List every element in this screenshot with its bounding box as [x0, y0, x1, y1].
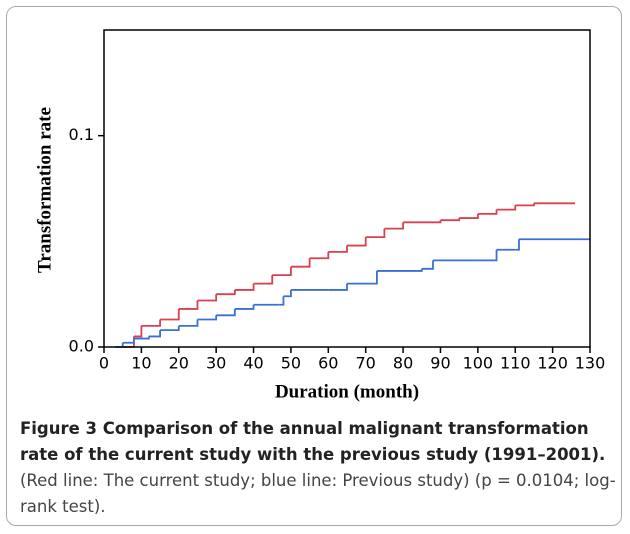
step-line — [459, 213, 479, 219]
step-line — [253, 275, 274, 285]
step-line — [365, 228, 386, 239]
step-line — [421, 260, 434, 270]
step-line — [122, 338, 135, 344]
step-line — [515, 203, 535, 207]
figure-frame — [6, 6, 622, 526]
x-tick-label: 0 — [99, 354, 109, 373]
step-line — [178, 319, 199, 327]
step-line — [283, 289, 292, 298]
step-line — [141, 319, 161, 327]
step-line — [328, 283, 348, 291]
x-tick-label: 70 — [356, 354, 376, 373]
caption-text: (Red line: The current study; blue line:… — [20, 471, 616, 516]
step-line — [122, 336, 135, 348]
step-line — [373, 270, 378, 285]
x-tick-label: 120 — [537, 354, 568, 373]
x-tick-label: 40 — [243, 354, 263, 373]
step-line — [477, 249, 498, 262]
x-tick-label: 90 — [430, 354, 450, 373]
step-line — [403, 220, 442, 224]
step-line — [178, 300, 199, 310]
caption: Figure 3 Comparison of the annual malign… — [20, 416, 616, 520]
step-line — [216, 308, 236, 317]
step-line — [160, 308, 180, 321]
step-line — [272, 266, 292, 277]
x-tick-label: 130 — [575, 354, 606, 373]
x-tick-label: 50 — [281, 354, 301, 373]
step-line — [197, 294, 218, 302]
step-line — [160, 325, 180, 331]
x-tick-label: 30 — [206, 354, 226, 373]
step-line — [309, 251, 330, 260]
step-line — [197, 315, 218, 321]
caption-title: Figure 3 Comparison of the annual malign… — [20, 419, 606, 464]
step-line — [496, 205, 517, 211]
step-line — [328, 245, 348, 253]
step-line — [347, 237, 367, 247]
step-line — [216, 289, 236, 296]
step-line — [384, 222, 404, 230]
step-line — [440, 218, 461, 222]
x-tick-label: 10 — [131, 354, 151, 373]
x-tick-label: 60 — [318, 354, 338, 373]
y-axis-label: Transformation rate — [34, 107, 55, 273]
x-tick-label: 100 — [463, 354, 494, 373]
y-tick-label: 0.0 — [69, 337, 94, 356]
step-line — [376, 268, 423, 272]
step-line — [477, 209, 498, 215]
y-tick-label: 0.1 — [69, 125, 94, 144]
step-line — [515, 239, 520, 251]
x-tick-label: 20 — [169, 354, 189, 373]
step-line — [234, 304, 255, 310]
step-line — [148, 330, 161, 338]
step-line — [234, 283, 255, 291]
step-line — [133, 325, 143, 338]
x-tick-label: 110 — [500, 354, 531, 373]
chart: Transformation rate Duration (month) 0.0… — [34, 29, 606, 402]
plot-frame — [103, 29, 591, 348]
step-line — [290, 258, 311, 268]
x-axis-label: Duration (month) — [275, 381, 419, 402]
step-line — [279, 296, 285, 306]
x-tick-label: 80 — [393, 354, 413, 373]
